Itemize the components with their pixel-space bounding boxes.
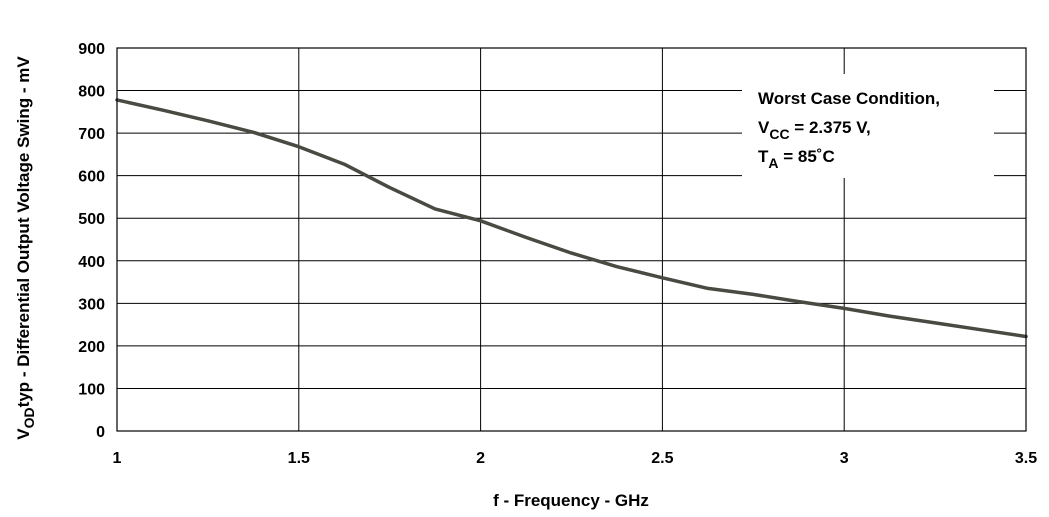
annotation-ta-value: = 85˚C bbox=[779, 147, 835, 166]
y-axis-title: VODtyp - Differential Output Voltage Swi… bbox=[14, 56, 37, 440]
y-tick-label: 700 bbox=[78, 126, 105, 143]
y-axis-title-symbol: V bbox=[14, 428, 33, 440]
annotation-box: Worst Case Condition, VCC = 2.375 V, TA … bbox=[742, 74, 994, 178]
y-tick-label: 500 bbox=[78, 211, 105, 228]
annotation-background bbox=[742, 74, 994, 178]
x-tick-label: 1.5 bbox=[288, 450, 310, 467]
series-line bbox=[115, 98, 1028, 339]
y-tick-label: 200 bbox=[78, 339, 105, 356]
x-tick-label: 2 bbox=[476, 450, 485, 467]
y-tick-label: 900 bbox=[78, 41, 105, 58]
y-axis-title-text: typ - Differential Output Voltage Swing … bbox=[14, 56, 33, 408]
y-tick-label: 0 bbox=[96, 424, 105, 441]
x-tick-label: 1 bbox=[113, 450, 122, 467]
annotation-vcc-value: = 2.375 V, bbox=[790, 118, 871, 137]
annotation-line-1: Worst Case Condition, bbox=[758, 89, 940, 108]
y-tick-label: 800 bbox=[78, 84, 105, 101]
series-layer bbox=[115, 98, 1028, 339]
x-tick-label: 2.5 bbox=[651, 450, 673, 467]
y-axis-title-subscript: OD bbox=[21, 407, 37, 428]
annotation-ta-subscript: A bbox=[768, 155, 778, 171]
y-tick-label: 400 bbox=[78, 254, 105, 271]
annotation-ta-symbol: T bbox=[758, 147, 769, 166]
annotation-vcc-subscript: CC bbox=[769, 126, 789, 142]
x-axis-title: f - Frequency - GHz bbox=[493, 491, 649, 510]
x-tick-label: 3.5 bbox=[1015, 450, 1037, 467]
y-tick-label: 600 bbox=[78, 169, 105, 186]
y-tick-label: 100 bbox=[78, 381, 105, 398]
annotation-vcc-symbol: V bbox=[758, 118, 770, 137]
ticks-layer: 0 100 200 300 400 500 600 700 800 900 1 1.5 2 2.5 3 3.5 bbox=[78, 41, 1037, 467]
annotation-line-2: VCC = 2.375 V, bbox=[758, 118, 871, 142]
plot-frame bbox=[116, 47, 1027, 432]
x-tick-label: 3 bbox=[840, 450, 849, 467]
annotation-line-3: TA = 85˚C bbox=[758, 147, 835, 171]
y-tick-label: 300 bbox=[78, 296, 105, 313]
